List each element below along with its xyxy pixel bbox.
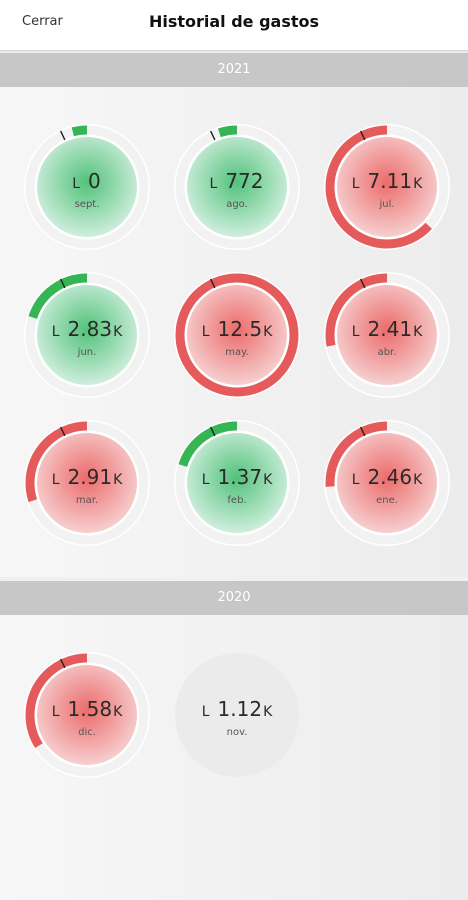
spending-arc (175, 273, 299, 397)
month-card[interactable]: L 2.83K jun. (22, 270, 152, 400)
progress-ring (324, 420, 450, 546)
page-title: Historial de gastos (148, 12, 320, 31)
budget-marker (359, 426, 366, 437)
amount-disc (337, 285, 437, 385)
month-card[interactable]: L 1.12K nov. (172, 650, 302, 780)
progress-ring (24, 652, 150, 778)
progress-ring (174, 124, 300, 250)
amount-disc (187, 433, 287, 533)
amount-disc (337, 137, 437, 237)
progress-ring (174, 272, 300, 398)
progress-ring (324, 124, 450, 250)
budget-marker (209, 278, 216, 289)
budget-marker (209, 130, 216, 141)
month-card[interactable]: L 1.37K feb. (172, 418, 302, 548)
amount-disc (37, 433, 137, 533)
spending-arc (25, 653, 149, 777)
year-header-2021: 2021 (0, 53, 468, 87)
month-card[interactable]: L 2.91K mar. (22, 418, 152, 548)
amount-disc (187, 137, 287, 237)
close-button[interactable]: Cerrar (22, 14, 63, 29)
progress-ring (175, 653, 299, 777)
budget-marker (209, 426, 216, 437)
budget-marker (59, 658, 66, 669)
month-card[interactable]: L 0 sept. (22, 122, 152, 252)
month-card[interactable]: L 12.5K may. (172, 270, 302, 400)
spending-arc (25, 421, 149, 545)
budget-marker (359, 278, 366, 289)
progress-ring (324, 272, 450, 398)
spending-arc (325, 421, 449, 545)
spending-arc (25, 273, 149, 397)
amount-disc (337, 433, 437, 533)
header: Cerrar Historial de gastos (0, 0, 468, 50)
progress-ring (24, 272, 150, 398)
progress-ring (24, 124, 150, 250)
month-card[interactable]: L 772 ago. (172, 122, 302, 252)
budget-marker (359, 130, 366, 141)
year-header-2020: 2020 (0, 581, 468, 615)
month-card[interactable]: L 2.46K ene. (322, 418, 452, 548)
spending-arc (175, 421, 299, 545)
amount-disc (175, 653, 299, 777)
amount-disc (37, 665, 137, 765)
spending-arc (325, 273, 449, 397)
month-card[interactable]: L 7.11K jul. (322, 122, 452, 252)
spending-arc (175, 125, 299, 249)
spending-arc (325, 125, 449, 249)
amount-disc (187, 285, 287, 385)
amount-disc (37, 285, 137, 385)
budget-marker (59, 130, 66, 141)
budget-marker (59, 426, 66, 437)
amount-disc (37, 137, 137, 237)
progress-ring (24, 420, 150, 546)
spending-arc (25, 125, 149, 249)
month-card[interactable]: L 2.41K abr. (322, 270, 452, 400)
budget-marker (59, 278, 66, 289)
progress-ring (174, 420, 300, 546)
month-card[interactable]: L 1.58K dic. (22, 650, 152, 780)
